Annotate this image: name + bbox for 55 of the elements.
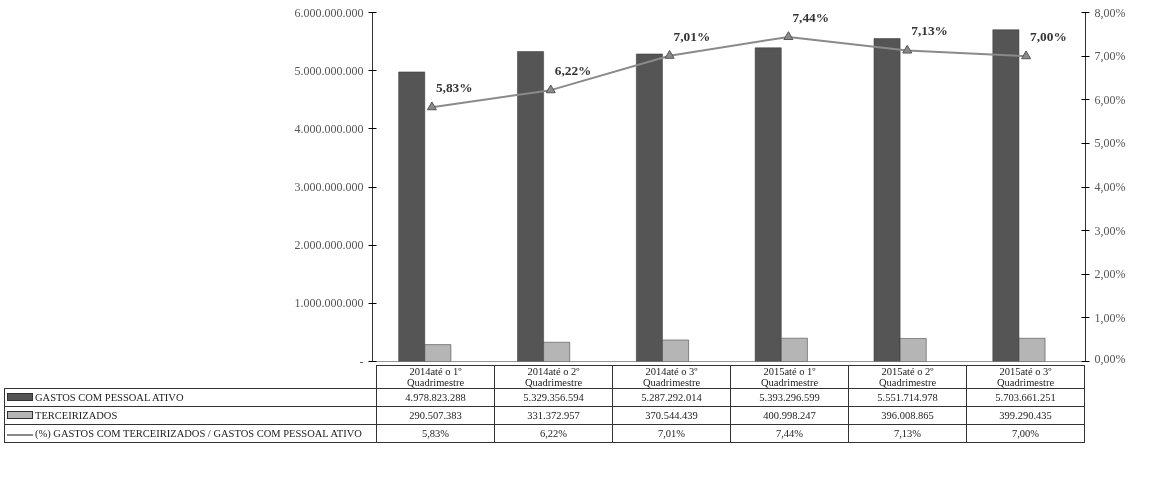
text: 7,00% <box>1030 29 1067 45</box>
x-tick-label: 2014até o 3º Quadrimestre <box>612 365 731 389</box>
point <box>783 31 794 41</box>
data-label: 5.703.661.251 <box>966 388 1085 407</box>
data-label: 370.544.439 <box>612 406 731 425</box>
y2-tick-label: 5,00% <box>1094 136 1126 151</box>
legend-label: (%) GASTOS COM TERCEIRIZADOS / GASTOS COM PESSOAL ATIVO <box>4 424 377 443</box>
point <box>902 44 913 54</box>
x-tick-label: 2014até o 1º Quadrimestre <box>376 365 495 389</box>
data-label: 7,00% <box>966 424 1085 443</box>
data-label: 5.329.356.594 <box>494 388 613 407</box>
point <box>426 101 437 111</box>
data-label: 399.290.435 <box>966 406 1085 425</box>
y2-tick-label: 6,00% <box>1094 92 1126 107</box>
data-label: 290.507.383 <box>376 406 495 425</box>
data-label: 5.551.714.978 <box>848 388 967 407</box>
y2-tick-label: 8,00% <box>1094 5 1126 20</box>
y-tick-label: 4.000.000.000 <box>294 121 364 136</box>
legend-label: TERCEIRIZADOS <box>4 406 377 425</box>
point <box>545 84 556 94</box>
x-tick-label: 2015até o 2º Quadrimestre <box>848 365 967 389</box>
text: 6,22% <box>554 63 592 79</box>
data-label: 5.393.296.599 <box>730 388 849 407</box>
data-label: 7,01% <box>612 424 731 443</box>
x-tick-label: 2015até o 3º Quadrimestre <box>966 365 1085 389</box>
data-label: 6,22% <box>494 424 613 443</box>
y2-tick-label: 0,00% <box>1094 351 1126 366</box>
y-tick-label: 6.000.000.000 <box>294 5 364 20</box>
data-label: 7,13% <box>848 424 967 443</box>
point <box>1021 50 1032 60</box>
x-tick-label: 2015até o 1º Quadrimestre <box>730 365 849 389</box>
y-tick-label: 2.000.000.000 <box>294 238 364 253</box>
y2-tick-label: 7,00% <box>1094 49 1126 64</box>
y-tick-label: 3.000.000.000 <box>294 180 364 194</box>
y2-tick-label: 1,00% <box>1094 310 1126 325</box>
data-label: 331.372.957 <box>494 406 613 425</box>
text: 5,83% <box>435 80 473 96</box>
y-tick-label: 1.000.000.000 <box>294 296 364 311</box>
data-label: 5.287.292.014 <box>612 388 731 407</box>
y-tick-label: 5.000.000.000 <box>294 63 364 78</box>
y2-tick-label: 2,00% <box>1094 267 1126 282</box>
point <box>664 49 675 59</box>
data-label: 7,44% <box>730 424 849 443</box>
y2-tick-label: 3,00% <box>1094 223 1126 238</box>
text: 7,13% <box>911 23 948 39</box>
data-label: 400.998.247 <box>730 406 849 425</box>
data-label: 5,83% <box>376 424 495 443</box>
text: 7,44% <box>792 9 830 25</box>
y2-tick-label: 4,00% <box>1094 180 1126 194</box>
data-label: 4.978.823.288 <box>376 388 495 407</box>
legend-label: GASTOS COM PESSOAL ATIVO <box>4 388 377 407</box>
y-tick-label: - <box>359 354 364 369</box>
data-label: 396.008.865 <box>848 406 967 425</box>
x-tick-label: 2014até o 2º Quadrimestre <box>494 365 613 389</box>
text: 7,01% <box>673 28 711 44</box>
